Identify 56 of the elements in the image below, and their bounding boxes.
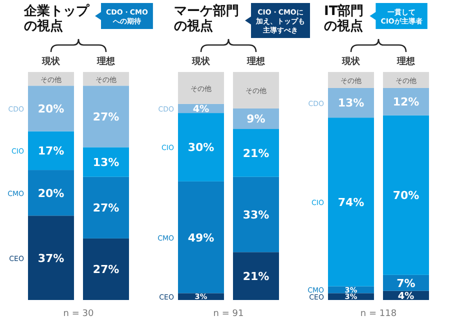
chart-title: 企業トップの視点: [23, 3, 90, 34]
bar: [83, 147, 129, 177]
data-label: 49%: [188, 231, 214, 244]
bar: [328, 72, 374, 88]
bar: [28, 131, 74, 170]
x-tick-label: 理想: [246, 56, 266, 67]
data-label: 37%: [38, 252, 64, 265]
bar: [233, 176, 279, 252]
data-label: 20%: [38, 186, 64, 200]
bar: [83, 238, 129, 300]
data-label: 21%: [242, 270, 270, 284]
bar: [383, 274, 429, 291]
x-tick-label: 現状: [341, 56, 361, 67]
bar: [83, 86, 129, 148]
bar: [383, 72, 429, 88]
bar: [383, 115, 429, 275]
bar: [328, 88, 374, 118]
data-label: 27%: [92, 263, 120, 276]
data-label: 27%: [92, 110, 120, 124]
data-label: 21%: [242, 146, 270, 160]
data-label: 27%: [92, 202, 120, 215]
text: n = 118: [360, 309, 397, 319]
x-tick-label: 理想: [96, 56, 116, 67]
bar: [178, 113, 224, 182]
chart-title: マーケ部門の視点: [174, 3, 239, 34]
x-tick-label: 現状: [191, 56, 211, 67]
bar: [233, 252, 279, 300]
bar: [28, 170, 74, 216]
chart-title: IT部門の視点: [324, 3, 364, 34]
data-label: 33%: [242, 208, 270, 222]
bar: [178, 181, 224, 294]
data-label: 4%: [398, 290, 415, 302]
bar: [383, 88, 429, 116]
bar: [178, 72, 224, 104]
data-label: 7%: [396, 276, 416, 290]
data-label: 4%: [192, 104, 210, 115]
data-label: 70%: [392, 189, 420, 202]
data-label: 30%: [188, 141, 214, 154]
data-label: 17%: [38, 144, 64, 158]
data-label: 13%: [338, 96, 364, 110]
bar: [83, 176, 129, 238]
data-label: 74%: [338, 196, 364, 209]
bar: [233, 129, 279, 177]
bar: [28, 86, 74, 132]
bar: [233, 108, 279, 129]
x-tick-label: 現状: [41, 56, 61, 67]
data-label: 9%: [246, 112, 266, 126]
text: n = 91: [213, 309, 244, 319]
x-tick-label: 理想: [396, 56, 416, 67]
bar: [233, 72, 279, 108]
bar: [328, 118, 374, 286]
data-label: 20%: [38, 102, 64, 116]
data-label: 12%: [392, 96, 420, 109]
text: n = 30: [63, 309, 94, 319]
bar: [28, 216, 74, 300]
data-label: 13%: [92, 156, 120, 170]
